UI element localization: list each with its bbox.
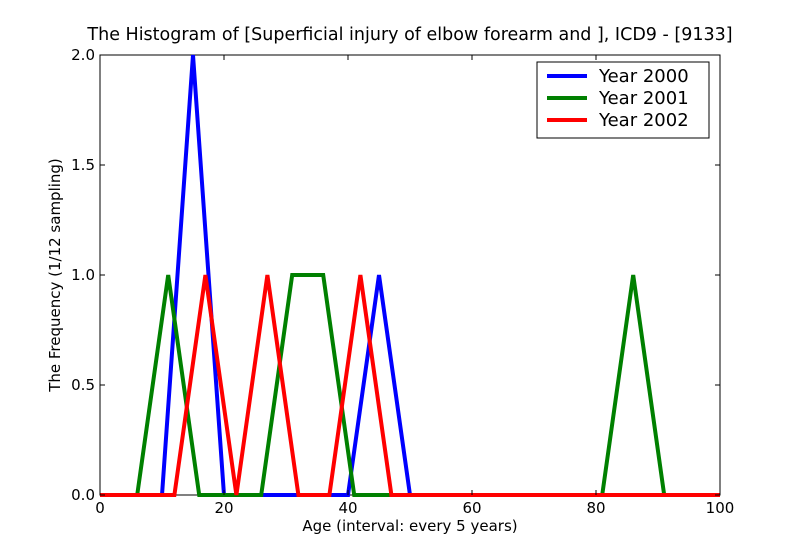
y-tick-label: 2.0 — [71, 46, 95, 64]
y-axis-label: The Frequency (1/12 sampling) — [46, 158, 64, 393]
y-tick-label: 0.0 — [71, 486, 95, 504]
series-line-3 — [100, 274, 720, 497]
x-tick-label: 0 — [95, 499, 105, 517]
legend-label: Year 2000 — [598, 66, 689, 87]
x-tick-label: 100 — [706, 499, 735, 517]
chart-title: The Histogram of [Superficial injury of … — [86, 25, 732, 45]
x-axis-label: Age (interval: every 5 years) — [302, 517, 517, 535]
y-tick-label: 0.5 — [71, 376, 95, 394]
y-tick-label: 1.5 — [71, 156, 95, 174]
x-tick-label: 20 — [214, 499, 233, 517]
y-tick-label: 1.0 — [71, 266, 95, 284]
x-tick-label: 80 — [586, 499, 605, 517]
legend-label: Year 2002 — [598, 110, 689, 131]
legend-label: Year 2001 — [598, 88, 689, 109]
axis-ticks: 0 20 40 60 80 100 0.0 0.5 1.0 1.5 2.0 — [71, 46, 734, 517]
x-tick-label: 40 — [338, 499, 357, 517]
x-tick-label: 60 — [462, 499, 481, 517]
series-line-2 — [100, 273, 720, 497]
series-lines — [100, 54, 720, 497]
